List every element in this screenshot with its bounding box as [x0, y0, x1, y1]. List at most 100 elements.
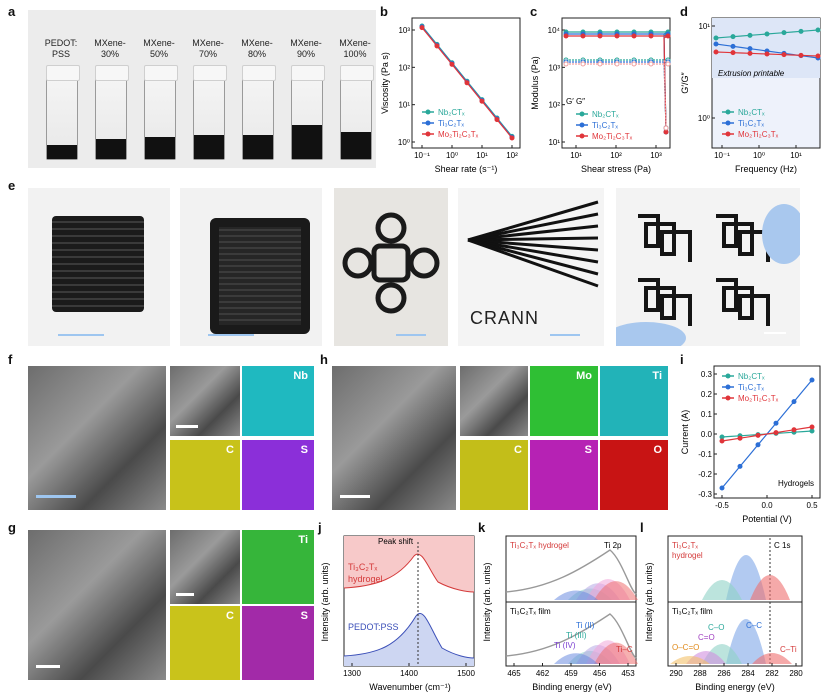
xps-envelope: [505, 613, 637, 659]
print-photo-knot: [334, 188, 448, 346]
chart-c-gdouble-point: [580, 61, 586, 67]
chart-d-printable-zone: [712, 18, 820, 78]
scale-bar: [36, 495, 76, 498]
eds-map-ti-g: Ti: [242, 530, 314, 604]
chart-i-ylabel: Current (A): [680, 410, 690, 455]
chart-j-top-label2: hydrogel: [348, 574, 383, 584]
xps-peak-label: C–Ti: [780, 645, 797, 654]
panel-label-f: f: [8, 352, 13, 367]
chart-l-xlabel: Binding energy (eV): [695, 682, 775, 692]
legend-label: Nb₂CTₓ: [592, 110, 619, 119]
map-label-c: C: [514, 444, 522, 456]
chart-c-gdouble: [566, 58, 670, 129]
vial: [340, 65, 374, 160]
vial: [242, 65, 276, 160]
chart-i-iv-series-point: [809, 424, 815, 430]
chart-b-ylabel: Viscosity (Pa s): [380, 52, 390, 114]
sem-zoom-g: [170, 530, 240, 604]
vial: [95, 65, 129, 160]
panel-label-l: l: [640, 520, 644, 535]
vial-label-line1: MXene-: [290, 38, 322, 48]
x-tick-label: 280: [789, 669, 803, 678]
gloved-finger: [762, 204, 806, 264]
eds-map-s-h: S: [530, 440, 598, 510]
chart-k-film-label: Ti₃C₂Tₓ film: [510, 607, 551, 616]
vial-label-line1: MXene-: [94, 38, 126, 48]
chart-d-series-point: [713, 49, 719, 55]
chart-d-series-point: [781, 52, 787, 58]
chart-l-ylabel: Intensity (arb. units): [644, 562, 654, 641]
x-tick-label: 282: [765, 669, 779, 678]
legend-marker: [725, 384, 731, 390]
vial-label-line2: 30%: [100, 49, 119, 59]
chart-c-gprime-point: [563, 33, 569, 39]
xps-fit-peak: [752, 653, 792, 664]
chart-b-xlabel: Shear rate (s⁻¹): [435, 164, 498, 174]
vial-label-line1: MXene-: [339, 38, 371, 48]
map-label-s: S: [584, 444, 592, 456]
chart-d-series-point: [764, 51, 770, 57]
eds-map-s-f: S: [242, 440, 314, 510]
chart-d-xlabel: Frequency (Hz): [735, 164, 797, 174]
chart-i-iv-series-point: [737, 435, 743, 441]
map-label-c: C: [226, 444, 234, 456]
eds-map-mo: Mo: [530, 366, 598, 436]
legend-label: Mo₂Ti₂C₃Tₓ: [738, 394, 779, 403]
panel-label-h: h: [320, 352, 328, 367]
chart-i-iv-series: [721, 426, 813, 442]
y-tick-label: 10²: [398, 63, 410, 72]
x-tick-label: 1400: [400, 669, 418, 678]
x-tick-label: -0.5: [715, 501, 729, 510]
print-photo-lines: CRANN: [458, 188, 604, 346]
y-tick-label: 10¹: [548, 138, 560, 147]
xps-fit-peak: [554, 653, 598, 664]
vial-label-line2: PSS: [51, 49, 70, 59]
chart-k-top-label: Ti₃C₂Tₓ hydrogel: [510, 541, 569, 550]
chart-c-gprime-point: [597, 33, 603, 39]
printed-cube-lattice: [52, 216, 144, 312]
legend-label: Nb₂CTₓ: [738, 108, 765, 117]
chart-j-raman: Intensity (arb. units) Wavenumber (cm⁻¹)…: [320, 535, 475, 692]
vial-label: MXene- 50%: [134, 38, 184, 60]
chart-d-series-point: [713, 41, 719, 47]
scale-bar: [764, 332, 786, 334]
legend-label: Ti₃C₂Tₓ: [738, 383, 764, 392]
sem-image-h: [332, 366, 456, 510]
xps-fit-peak: [594, 642, 638, 664]
chart-i-iv-series-point: [719, 485, 725, 491]
chart-k-ylabel: Intensity (arb. units): [482, 562, 492, 641]
chart-d-series-point: [815, 27, 821, 33]
crann-print-text: CRANN: [470, 308, 540, 328]
chart-j-bottom-label: PEDOT:PSS: [348, 622, 399, 632]
chart-l-film-label: Ti₃C₂Tₓ film: [672, 607, 713, 616]
x-tick-label: 10²: [506, 151, 518, 160]
xps-fit-peak: [554, 590, 598, 600]
scale-bar: [176, 593, 194, 596]
y-tick-label: 10⁰: [698, 114, 710, 123]
map-label-c: C: [226, 610, 234, 622]
sem-image-g: [28, 530, 166, 680]
y-tick-label: -0.3: [698, 490, 712, 499]
x-tick-label: 10¹: [570, 151, 582, 160]
y-tick-label: 10⁴: [548, 26, 561, 35]
xps-fit-peak: [702, 580, 742, 600]
chart-b-series-point: [464, 80, 470, 86]
chart-c-gdouble-point: [563, 61, 569, 67]
chart-j-top-label: Ti₃C₂Tₓ: [348, 562, 377, 572]
chart-k-xps-ti: Intensity (arb. units) Binding energy (e…: [482, 535, 638, 692]
map-label-s: S: [300, 444, 308, 456]
chart-k-xlabel: Binding energy (eV): [532, 682, 612, 692]
y-tick-label: -0.1: [698, 450, 712, 459]
chart-l-tag: C 1s: [774, 541, 790, 550]
eds-map-c-h: C: [460, 440, 528, 510]
y-tick-label: 10⁰: [398, 138, 410, 147]
x-tick-label: 0.5: [806, 501, 818, 510]
chart-j-top-fill: [344, 536, 474, 592]
legend-label: Ti₃C₂Tₓ: [738, 119, 764, 128]
gloved-hand: [606, 322, 686, 354]
legend-label: Ti₃C₂Tₓ: [592, 121, 618, 130]
vial-label-line1: MXene-: [143, 38, 175, 48]
panel-label-a: a: [8, 4, 16, 19]
scale-bar: [58, 334, 104, 336]
x-tick-label: 10⁻¹: [414, 151, 430, 160]
